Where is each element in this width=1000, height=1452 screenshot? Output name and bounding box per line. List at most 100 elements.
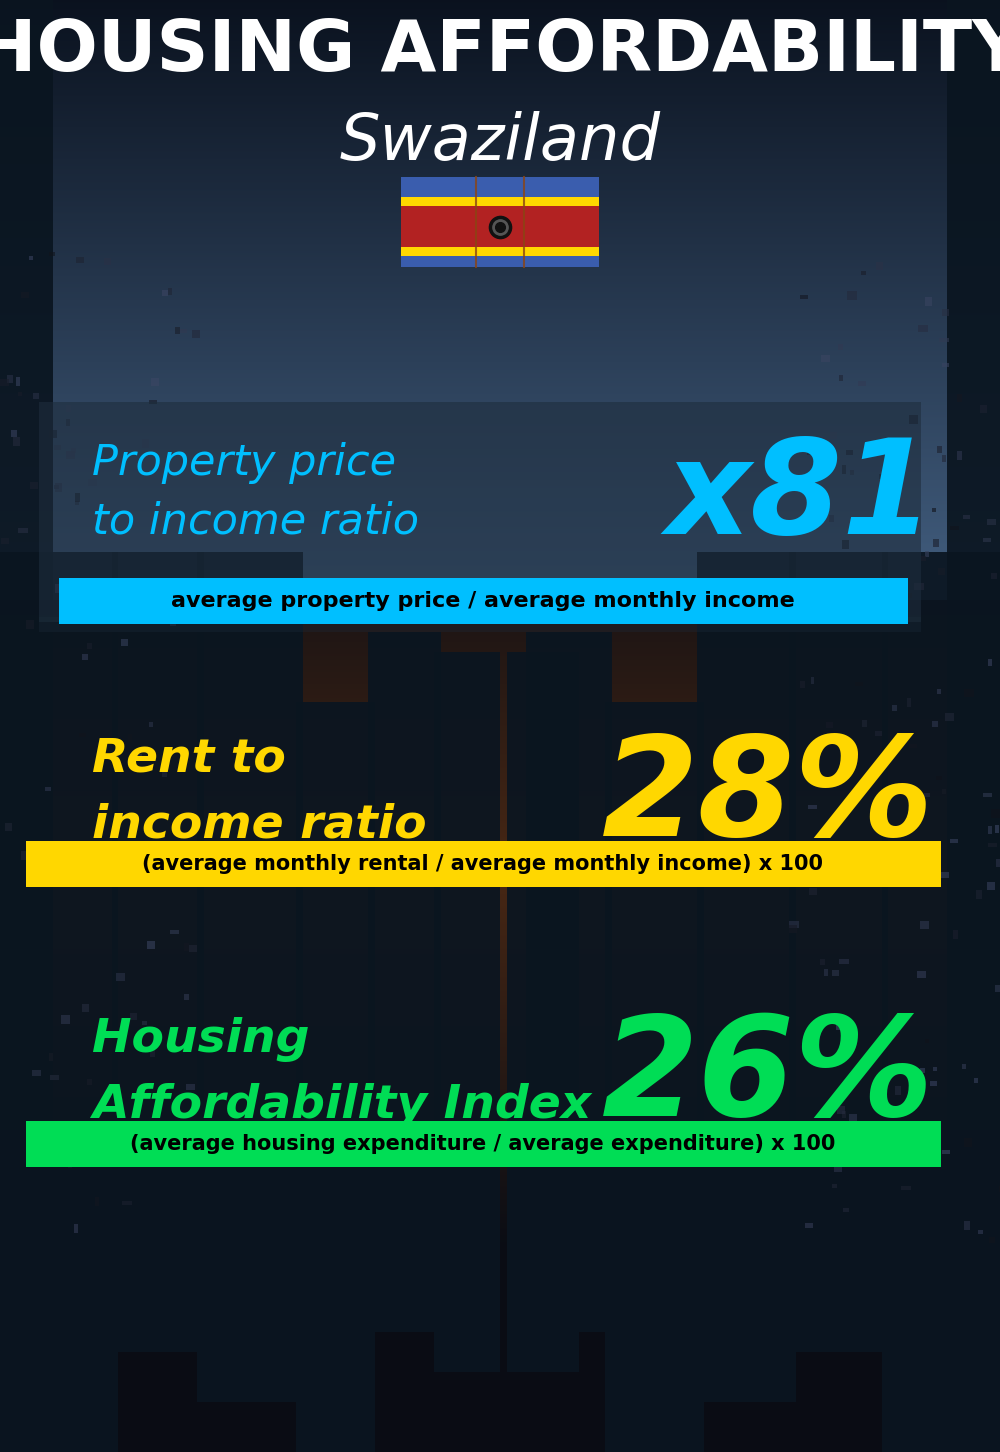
Bar [914, 584, 924, 590]
Bar [933, 539, 939, 547]
Bar [893, 1032, 900, 1040]
Bar [987, 518, 996, 526]
Bar [880, 1130, 888, 1135]
Bar [939, 873, 949, 878]
Bar [907, 698, 911, 707]
Bar [892, 706, 897, 711]
Bar [901, 1186, 911, 1191]
Text: (average housing expenditure / average expenditure) x 100: (average housing expenditure / average e… [130, 1134, 836, 1154]
Text: 26%: 26% [602, 1009, 934, 1144]
Bar [507, 652, 579, 1372]
Bar [97, 1144, 104, 1153]
Bar [937, 446, 942, 453]
Bar [838, 344, 843, 350]
Bar [850, 470, 854, 475]
Bar [13, 437, 20, 446]
Bar [33, 393, 39, 399]
Bar [176, 619, 180, 624]
Bar [1, 539, 9, 544]
Bar [49, 1053, 53, 1061]
Bar [942, 454, 946, 462]
Bar [895, 741, 904, 746]
Bar [7, 375, 13, 383]
Bar [834, 1167, 842, 1172]
Bar [26, 841, 941, 887]
Bar [824, 968, 828, 976]
Bar [938, 568, 945, 575]
Bar [862, 720, 867, 727]
Bar [995, 984, 1000, 992]
Bar [147, 941, 155, 950]
Bar [162, 770, 167, 777]
Bar [991, 809, 1000, 817]
Bar [875, 730, 882, 736]
Bar [789, 925, 797, 934]
Bar [846, 1043, 854, 1051]
Bar [142, 439, 149, 449]
Bar [184, 995, 189, 1000]
Bar [829, 515, 834, 523]
Bar [917, 971, 926, 979]
Bar [130, 1013, 137, 1019]
Bar [170, 619, 176, 626]
Bar [697, 552, 796, 1403]
Bar [401, 247, 599, 256]
Bar [175, 327, 180, 334]
Bar [50, 1074, 59, 1080]
Bar [882, 552, 1000, 1452]
Bar [11, 430, 17, 437]
Bar [800, 681, 805, 688]
Bar [855, 682, 863, 685]
Bar [95, 604, 99, 611]
Bar [804, 440, 809, 446]
Bar [89, 1151, 97, 1159]
Bar [909, 743, 917, 748]
Bar [368, 632, 441, 1331]
Bar [116, 973, 125, 982]
Bar [924, 793, 930, 797]
Bar [905, 592, 912, 598]
Bar [401, 256, 599, 267]
Bar [150, 1048, 155, 1057]
Bar [39, 617, 921, 632]
Bar [108, 584, 112, 592]
Bar [936, 775, 942, 780]
Bar [54, 444, 61, 450]
Bar [159, 616, 164, 624]
Bar [134, 1138, 143, 1146]
Bar [942, 309, 949, 317]
Bar [113, 607, 118, 616]
Bar [80, 584, 84, 590]
Bar [962, 1064, 966, 1069]
Bar [170, 929, 179, 934]
Bar [876, 261, 883, 270]
Bar [987, 881, 995, 890]
Bar [980, 405, 987, 412]
Bar [832, 970, 839, 976]
Bar [401, 197, 599, 206]
Bar [789, 552, 888, 1352]
Bar [78, 1141, 86, 1150]
Bar [87, 643, 92, 649]
Bar [925, 550, 929, 558]
Bar [957, 452, 962, 460]
Bar [134, 754, 142, 759]
Bar [182, 1045, 189, 1053]
Text: (average monthly rental / average monthly income) x 100: (average monthly rental / average monthl… [142, 854, 823, 874]
Bar [80, 855, 86, 861]
Bar [988, 826, 992, 833]
Bar [991, 574, 997, 579]
Bar [836, 1024, 841, 1029]
Bar [988, 844, 997, 847]
Bar [68, 1159, 72, 1167]
Bar [988, 659, 992, 666]
Bar [26, 1121, 941, 1167]
Bar [937, 690, 941, 694]
Bar [811, 677, 814, 684]
Bar [839, 375, 843, 380]
Bar [184, 942, 189, 951]
Bar [104, 258, 111, 266]
Bar [605, 701, 704, 1452]
Bar [95, 1196, 99, 1207]
Text: Rent to
income ratio: Rent to income ratio [92, 736, 427, 848]
